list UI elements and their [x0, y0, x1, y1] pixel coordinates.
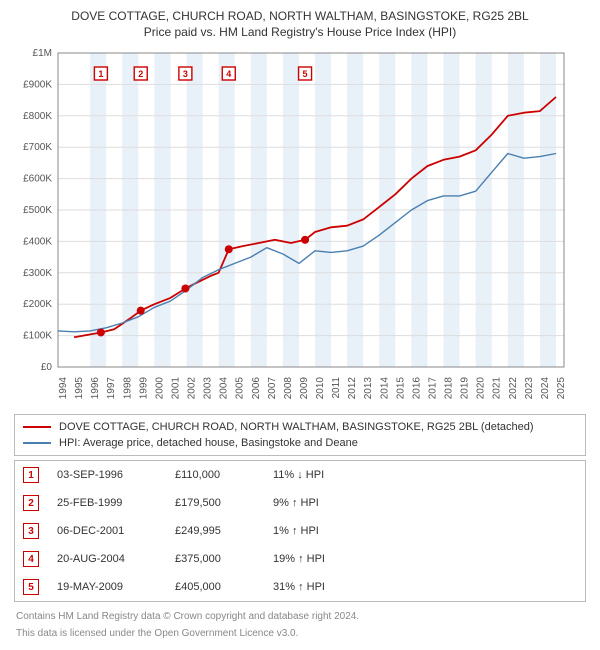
svg-text:£700K: £700K: [23, 142, 52, 153]
sale-marker-icon: 4: [23, 551, 39, 567]
svg-text:2009: 2009: [299, 376, 310, 399]
svg-text:£0: £0: [41, 362, 53, 373]
svg-text:2024: 2024: [540, 376, 551, 399]
svg-text:2025: 2025: [556, 376, 567, 399]
svg-text:2017: 2017: [427, 376, 438, 399]
svg-text:2022: 2022: [508, 376, 519, 399]
svg-text:2015: 2015: [395, 376, 406, 399]
svg-text:2021: 2021: [492, 376, 503, 399]
sale-price: £249,995: [175, 525, 255, 537]
svg-text:2019: 2019: [460, 376, 471, 399]
svg-text:£400K: £400K: [23, 236, 52, 247]
svg-text:£100K: £100K: [23, 330, 52, 341]
svg-text:2004: 2004: [219, 376, 230, 399]
svg-text:£600K: £600K: [23, 173, 52, 184]
svg-text:2: 2: [138, 69, 143, 79]
sale-date: 03-SEP-1996: [57, 469, 157, 481]
sale-price: £375,000: [175, 553, 255, 565]
sale-marker-icon: 2: [23, 495, 39, 511]
sale-delta: 11% ↓ HPI: [273, 469, 577, 481]
svg-text:1998: 1998: [122, 376, 133, 399]
footnote-licence: This data is licensed under the Open Gov…: [10, 625, 590, 642]
svg-text:2007: 2007: [267, 376, 278, 399]
svg-text:2020: 2020: [476, 376, 487, 399]
sale-price: £405,000: [175, 581, 255, 593]
chart-title: DOVE COTTAGE, CHURCH ROAD, NORTH WALTHAM…: [10, 8, 590, 25]
table-row: 1 03-SEP-1996 £110,000 11% ↓ HPI: [15, 461, 585, 489]
svg-text:2003: 2003: [203, 376, 214, 399]
legend-label: HPI: Average price, detached house, Basi…: [59, 437, 358, 449]
svg-text:2013: 2013: [363, 376, 374, 399]
svg-text:2000: 2000: [154, 376, 165, 399]
line-chart: £0 £100K £200K £300K £400K £500K £600K £700K £80…: [10, 45, 570, 405]
svg-text:£300K: £300K: [23, 268, 52, 279]
svg-text:£500K: £500K: [23, 205, 52, 216]
legend: DOVE COTTAGE, CHURCH ROAD, NORTH WALTHAM…: [14, 414, 586, 456]
svg-text:1995: 1995: [74, 376, 85, 399]
svg-text:2010: 2010: [315, 376, 326, 399]
legend-item: DOVE COTTAGE, CHURCH ROAD, NORTH WALTHAM…: [23, 419, 577, 435]
svg-text:£200K: £200K: [23, 299, 52, 310]
sale-date: 25-FEB-1999: [57, 497, 157, 509]
svg-text:£800K: £800K: [23, 111, 52, 122]
sale-delta: 1% ↑ HPI: [273, 525, 577, 537]
legend-item: HPI: Average price, detached house, Basi…: [23, 435, 577, 451]
sale-delta: 31% ↑ HPI: [273, 581, 577, 593]
legend-label: DOVE COTTAGE, CHURCH ROAD, NORTH WALTHAM…: [59, 421, 534, 433]
svg-text:2002: 2002: [187, 376, 198, 399]
svg-text:2014: 2014: [379, 376, 390, 399]
sale-delta: 19% ↑ HPI: [273, 553, 577, 565]
svg-text:2006: 2006: [251, 376, 262, 399]
chart-area: £0 £100K £200K £300K £400K £500K £600K £700K £80…: [10, 45, 590, 408]
svg-text:3: 3: [183, 69, 188, 79]
table-row: 5 19-MAY-2009 £405,000 31% ↑ HPI: [15, 573, 585, 601]
sale-price: £179,500: [175, 497, 255, 509]
legend-swatch: [23, 442, 51, 444]
svg-text:1: 1: [98, 69, 103, 79]
svg-text:2016: 2016: [411, 376, 422, 399]
sales-table: 1 03-SEP-1996 £110,000 11% ↓ HPI 2 25-FEB-199…: [14, 460, 586, 602]
svg-text:1999: 1999: [138, 376, 149, 399]
svg-text:2001: 2001: [170, 376, 181, 399]
footnote-copyright: Contains HM Land Registry data © Crown c…: [10, 608, 590, 625]
sale-date: 20-AUG-2004: [57, 553, 157, 565]
table-row: 4 20-AUG-2004 £375,000 19% ↑ HPI: [15, 545, 585, 573]
sale-price: £110,000: [175, 469, 255, 481]
svg-text:4: 4: [226, 69, 231, 79]
svg-text:2012: 2012: [347, 376, 358, 399]
svg-text:1996: 1996: [90, 376, 101, 399]
sale-marker-icon: 1: [23, 467, 39, 483]
svg-text:2011: 2011: [331, 376, 342, 398]
svg-text:2018: 2018: [444, 376, 455, 399]
svg-text:£1M: £1M: [33, 48, 52, 59]
sale-marker-icon: 3: [23, 523, 39, 539]
svg-text:2005: 2005: [235, 376, 246, 399]
table-row: 2 25-FEB-1999 £179,500 9% ↑ HPI: [15, 489, 585, 517]
chart-subtitle: Price paid vs. HM Land Registry's House …: [10, 25, 590, 39]
svg-text:2008: 2008: [283, 376, 294, 399]
chart-container: DOVE COTTAGE, CHURCH ROAD, NORTH WALTHAM…: [0, 0, 600, 650]
svg-text:5: 5: [303, 69, 308, 79]
legend-swatch: [23, 426, 51, 428]
sale-delta: 9% ↑ HPI: [273, 497, 577, 509]
sale-date: 06-DEC-2001: [57, 525, 157, 537]
sale-date: 19-MAY-2009: [57, 581, 157, 593]
table-row: 3 06-DEC-2001 £249,995 1% ↑ HPI: [15, 517, 585, 545]
svg-text:1994: 1994: [58, 376, 69, 399]
svg-text:£900K: £900K: [23, 79, 52, 90]
svg-text:2023: 2023: [524, 376, 535, 399]
sale-marker-icon: 5: [23, 579, 39, 595]
svg-text:1997: 1997: [106, 376, 117, 399]
